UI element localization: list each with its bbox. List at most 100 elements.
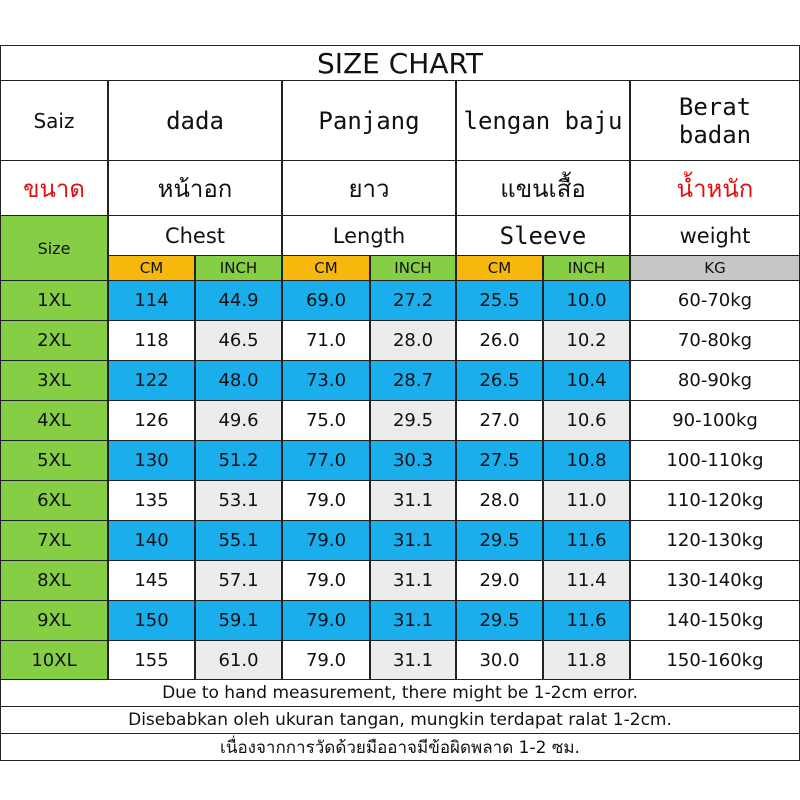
data-cell: 11.0 xyxy=(543,480,630,521)
data-cell: 11.6 xyxy=(543,520,630,561)
data-cell: 29.5 xyxy=(370,400,456,441)
malay-header: dada xyxy=(108,80,282,161)
note: เนื่องจากการวัดด้วยมืออาจมีข้อผิดพลาด 1-… xyxy=(0,733,800,761)
data-cell: 150-160kg xyxy=(630,640,800,681)
data-cell: 145 xyxy=(108,560,195,601)
unit-header: CM xyxy=(282,255,370,281)
data-cell: 48.0 xyxy=(195,360,282,401)
data-cell: 79.0 xyxy=(282,480,370,521)
data-cell: 57.1 xyxy=(195,560,282,601)
data-cell: 55.1 xyxy=(195,520,282,561)
data-cell: 11.4 xyxy=(543,560,630,601)
data-cell: 30.0 xyxy=(456,640,543,681)
data-cell: 70-80kg xyxy=(630,320,800,361)
data-cell: 11.6 xyxy=(543,600,630,641)
data-cell: 28.0 xyxy=(370,320,456,361)
data-cell: 30.3 xyxy=(370,440,456,481)
data-cell: 79.0 xyxy=(282,560,370,601)
data-cell: 26.0 xyxy=(456,320,543,361)
data-cell: 31.1 xyxy=(370,480,456,521)
malay-header: Berat badan xyxy=(630,80,800,161)
data-cell: 53.1 xyxy=(195,480,282,521)
data-cell: 29.0 xyxy=(456,560,543,601)
thai-header: ขนาด xyxy=(0,160,108,216)
data-cell: 44.9 xyxy=(195,280,282,321)
size-cell: 6XL xyxy=(0,480,108,521)
size-header: Size xyxy=(0,215,108,281)
data-cell: 27.0 xyxy=(456,400,543,441)
english-header: Length xyxy=(282,215,456,256)
data-cell: 75.0 xyxy=(282,400,370,441)
data-cell: 31.1 xyxy=(370,600,456,641)
data-cell: 79.0 xyxy=(282,600,370,641)
data-cell: 31.1 xyxy=(370,640,456,681)
english-header: Chest xyxy=(108,215,282,256)
size-cell: 9XL xyxy=(0,600,108,641)
data-cell: 73.0 xyxy=(282,360,370,401)
note: Disebabkan oleh ukuran tangan, mungkin t… xyxy=(0,706,800,734)
data-cell: 28.7 xyxy=(370,360,456,401)
data-cell: 79.0 xyxy=(282,520,370,561)
data-cell: 79.0 xyxy=(282,640,370,681)
thai-header: แขนเสื้อ xyxy=(456,160,630,216)
data-cell: 71.0 xyxy=(282,320,370,361)
data-cell: 31.1 xyxy=(370,520,456,561)
title: SIZE CHART xyxy=(0,45,800,81)
size-cell: 10XL xyxy=(0,640,108,681)
data-cell: 10.0 xyxy=(543,280,630,321)
data-cell: 11.8 xyxy=(543,640,630,681)
size-cell: 5XL xyxy=(0,440,108,481)
data-cell: 27.5 xyxy=(456,440,543,481)
data-cell: 10.2 xyxy=(543,320,630,361)
data-cell: 31.1 xyxy=(370,560,456,601)
data-cell: 77.0 xyxy=(282,440,370,481)
data-cell: 28.0 xyxy=(456,480,543,521)
data-cell: 51.2 xyxy=(195,440,282,481)
data-cell: 118 xyxy=(108,320,195,361)
unit-header: KG xyxy=(630,255,800,281)
data-cell: 155 xyxy=(108,640,195,681)
data-cell: 46.5 xyxy=(195,320,282,361)
data-cell: 10.6 xyxy=(543,400,630,441)
size-cell: 4XL xyxy=(0,400,108,441)
note: Due to hand measurement, there might be … xyxy=(0,679,800,707)
english-header: Sleeve xyxy=(456,215,630,256)
data-cell: 90-100kg xyxy=(630,400,800,441)
data-cell: 130 xyxy=(108,440,195,481)
data-cell: 29.5 xyxy=(456,600,543,641)
malay-header: Saiz xyxy=(0,80,108,161)
data-cell: 114 xyxy=(108,280,195,321)
data-cell: 59.1 xyxy=(195,600,282,641)
data-cell: 150 xyxy=(108,600,195,641)
data-cell: 126 xyxy=(108,400,195,441)
unit-header: INCH xyxy=(370,255,456,281)
data-cell: 120-130kg xyxy=(630,520,800,561)
size-cell: 1XL xyxy=(0,280,108,321)
unit-header: CM xyxy=(108,255,195,281)
data-cell: 69.0 xyxy=(282,280,370,321)
data-cell: 10.8 xyxy=(543,440,630,481)
english-header: weight xyxy=(630,215,800,256)
size-cell: 7XL xyxy=(0,520,108,561)
size-cell: 8XL xyxy=(0,560,108,601)
unit-header: INCH xyxy=(195,255,282,281)
unit-header: INCH xyxy=(543,255,630,281)
data-cell: 10.4 xyxy=(543,360,630,401)
data-cell: 122 xyxy=(108,360,195,401)
unit-header: CM xyxy=(456,255,543,281)
data-cell: 60-70kg xyxy=(630,280,800,321)
data-cell: 25.5 xyxy=(456,280,543,321)
data-cell: 29.5 xyxy=(456,520,543,561)
data-cell: 80-90kg xyxy=(630,360,800,401)
data-cell: 110-120kg xyxy=(630,480,800,521)
data-cell: 26.5 xyxy=(456,360,543,401)
thai-header: หน้าอก xyxy=(108,160,282,216)
size-cell: 2XL xyxy=(0,320,108,361)
malay-header: Panjang xyxy=(282,80,456,161)
thai-header: น้ำหนัก xyxy=(630,160,800,216)
thai-header: ยาว xyxy=(282,160,456,216)
data-cell: 27.2 xyxy=(370,280,456,321)
data-cell: 130-140kg xyxy=(630,560,800,601)
size-cell: 3XL xyxy=(0,360,108,401)
